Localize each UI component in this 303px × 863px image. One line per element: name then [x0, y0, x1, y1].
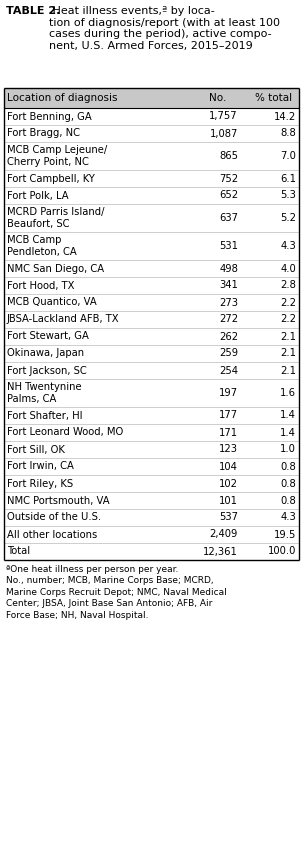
Text: Fort Irwin, CA: Fort Irwin, CA	[7, 462, 74, 471]
Text: TABLE 2.: TABLE 2.	[6, 6, 60, 16]
Text: 0.8: 0.8	[280, 462, 296, 471]
Text: 2.2: 2.2	[280, 298, 296, 307]
Text: JBSA-Lackland AFB, TX: JBSA-Lackland AFB, TX	[7, 314, 120, 324]
Text: Fort Jackson, SC: Fort Jackson, SC	[7, 366, 87, 375]
Text: NMC Portsmouth, VA: NMC Portsmouth, VA	[7, 495, 110, 506]
Text: No.: No.	[209, 93, 227, 103]
Text: MCB Camp
Pendleton, CA: MCB Camp Pendleton, CA	[7, 235, 77, 257]
Text: 1,757: 1,757	[209, 111, 238, 122]
Text: 1.4: 1.4	[280, 411, 296, 420]
Text: 12,361: 12,361	[203, 546, 238, 557]
Text: 537: 537	[219, 513, 238, 522]
Text: 19.5: 19.5	[274, 530, 296, 539]
Text: 652: 652	[219, 191, 238, 200]
Text: 123: 123	[219, 444, 238, 455]
Text: 498: 498	[219, 263, 238, 274]
Text: 2.2: 2.2	[280, 314, 296, 324]
Text: NMC San Diego, CA: NMC San Diego, CA	[7, 263, 104, 274]
Text: Fort Polk, LA: Fort Polk, LA	[7, 191, 68, 200]
Text: MCB Quantico, VA: MCB Quantico, VA	[7, 298, 97, 307]
Text: 171: 171	[219, 427, 238, 438]
Text: 1.6: 1.6	[280, 388, 296, 398]
Text: 101: 101	[219, 495, 238, 506]
Bar	[4, 88, 299, 108]
Text: Fort Stewart, GA: Fort Stewart, GA	[7, 331, 89, 342]
Text: 100.0: 100.0	[268, 546, 296, 557]
Text: 1.0: 1.0	[280, 444, 296, 455]
Text: 14.2: 14.2	[274, 111, 296, 122]
Text: 0.8: 0.8	[280, 478, 296, 488]
Text: 197: 197	[219, 388, 238, 398]
Text: 272: 272	[219, 314, 238, 324]
Text: All other locations: All other locations	[7, 530, 97, 539]
Text: 102: 102	[219, 478, 238, 488]
Text: 752: 752	[219, 173, 238, 184]
Text: 531: 531	[219, 241, 238, 251]
Text: 273: 273	[219, 298, 238, 307]
Text: 6.1: 6.1	[280, 173, 296, 184]
Text: 637: 637	[219, 213, 238, 223]
Text: Fort Shafter, HI: Fort Shafter, HI	[7, 411, 82, 420]
Text: Fort Hood, TX: Fort Hood, TX	[7, 280, 75, 291]
Text: 262: 262	[219, 331, 238, 342]
Text: 8.8: 8.8	[280, 129, 296, 138]
Text: NH Twentynine
Palms, CA: NH Twentynine Palms, CA	[7, 382, 82, 404]
Text: Heat illness events,ª by loca-
tion of diagnosis/report (with at least 100
cases: Heat illness events,ª by loca- tion of d…	[49, 6, 280, 51]
Text: 177: 177	[219, 411, 238, 420]
Text: 5.2: 5.2	[280, 213, 296, 223]
Text: 259: 259	[219, 349, 238, 358]
Text: MCB Camp Lejeune/
Cherry Point, NC: MCB Camp Lejeune/ Cherry Point, NC	[7, 145, 107, 167]
Text: 865: 865	[219, 151, 238, 161]
Text: ªOne heat illness per person per year.
No., number; MCB, Marine Corps Base; MCRD: ªOne heat illness per person per year. N…	[6, 565, 227, 620]
Text: Outside of the U.S.: Outside of the U.S.	[7, 513, 101, 522]
Text: 104: 104	[219, 462, 238, 471]
Text: 4.3: 4.3	[280, 513, 296, 522]
Text: Fort Riley, KS: Fort Riley, KS	[7, 478, 73, 488]
Text: 7.0: 7.0	[280, 151, 296, 161]
Text: 1.4: 1.4	[280, 427, 296, 438]
Text: 1,087: 1,087	[210, 129, 238, 138]
Text: 2.8: 2.8	[280, 280, 296, 291]
Text: 5.3: 5.3	[280, 191, 296, 200]
Text: Total: Total	[7, 546, 30, 557]
Text: Location of diagnosis: Location of diagnosis	[7, 93, 118, 103]
Text: 341: 341	[219, 280, 238, 291]
Text: Fort Benning, GA: Fort Benning, GA	[7, 111, 92, 122]
Text: 2.1: 2.1	[280, 366, 296, 375]
Text: 4.0: 4.0	[280, 263, 296, 274]
Text: Fort Leonard Wood, MO: Fort Leonard Wood, MO	[7, 427, 123, 438]
Text: Fort Bragg, NC: Fort Bragg, NC	[7, 129, 80, 138]
Text: 2.1: 2.1	[280, 331, 296, 342]
Text: % total: % total	[255, 93, 293, 103]
Text: Fort Campbell, KY: Fort Campbell, KY	[7, 173, 95, 184]
Text: 4.3: 4.3	[280, 241, 296, 251]
Text: Okinawa, Japan: Okinawa, Japan	[7, 349, 84, 358]
Text: Fort Sill, OK: Fort Sill, OK	[7, 444, 65, 455]
Text: 254: 254	[219, 366, 238, 375]
Text: 0.8: 0.8	[280, 495, 296, 506]
Text: 2.1: 2.1	[280, 349, 296, 358]
Text: MCRD Parris Island/
Beaufort, SC: MCRD Parris Island/ Beaufort, SC	[7, 207, 105, 229]
Text: 2,409: 2,409	[210, 530, 238, 539]
